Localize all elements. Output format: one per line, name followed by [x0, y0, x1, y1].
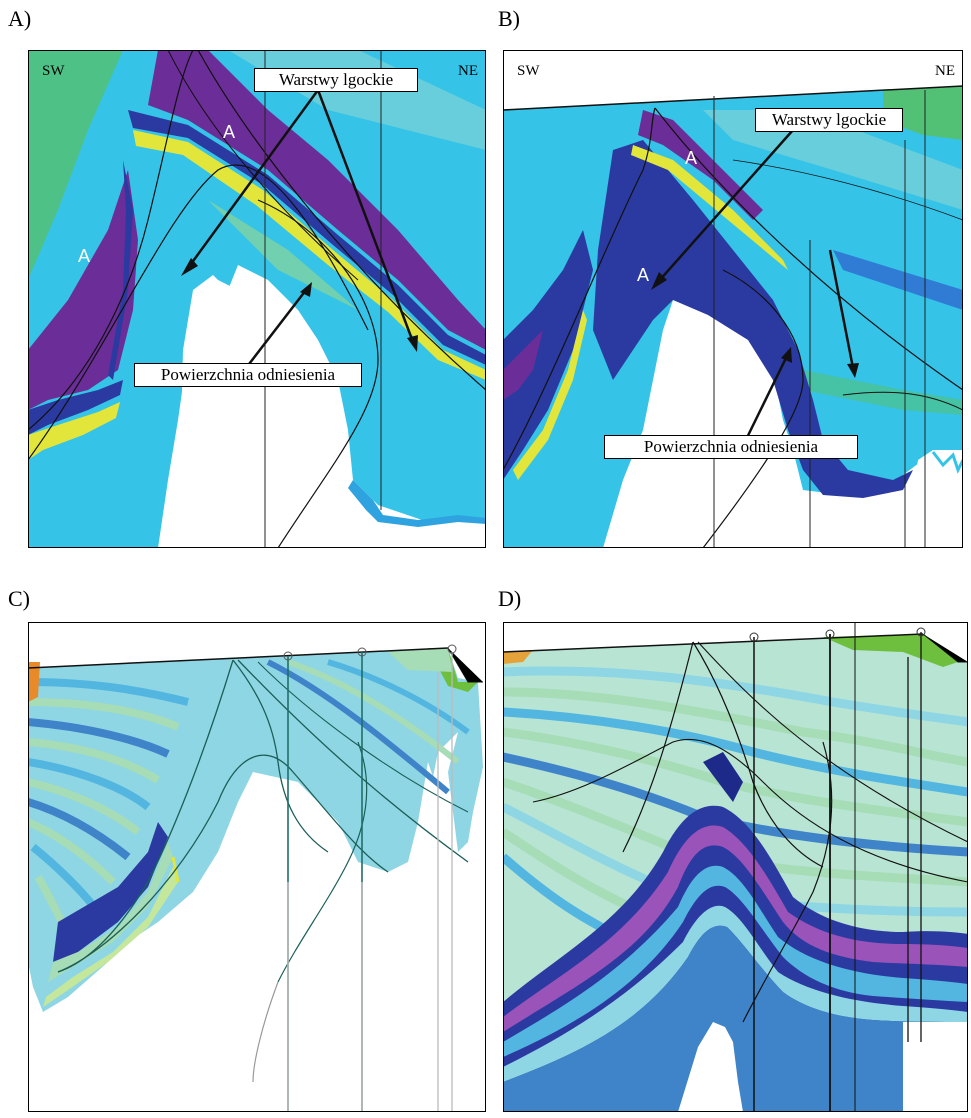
orientation-sw-a: SW: [42, 63, 65, 79]
marker-a-lower: A: [637, 265, 650, 285]
panel-label-c: C): [8, 586, 30, 611]
marker-a-lower: A: [78, 246, 91, 266]
marker-a-upper: A: [223, 122, 236, 142]
panel-a: SW NE A A Warstwy lgockie Powierzchnia o…: [28, 50, 486, 548]
callout-powierzchnia-a: Powierzchnia odniesienia: [134, 363, 362, 387]
panel-label-d: D): [498, 586, 522, 611]
panel-b: SW NE A A Warstwy lgockie Powierzchnia o…: [503, 50, 963, 548]
strata-navy-core-b: [593, 140, 913, 498]
strata-purple-left-a: [28, 170, 138, 410]
model-body-c: [28, 648, 483, 1012]
panel-c: [28, 622, 486, 1112]
strata-purple-ridge-b: [638, 110, 763, 220]
orientation-ne-a: NE: [458, 63, 478, 79]
core-void-b: [633, 310, 813, 548]
core-void-a: [178, 265, 378, 548]
cross-section-a: [28, 50, 486, 548]
cross-section-b: [503, 50, 963, 548]
callout-warstwy-lgockie-b: Warstwy lgockie: [755, 108, 903, 132]
callout-powierzchnia-b: Powierzchnia odniesienia: [604, 435, 858, 459]
marker-a-upper: A: [685, 148, 698, 168]
cross-section-d: [503, 622, 968, 1112]
panel-d: [503, 622, 968, 1112]
strata-purple-ridge-a: [148, 50, 486, 350]
strata-green-top-b: [883, 86, 963, 140]
cross-section-c: [28, 622, 486, 1112]
panel-label-b: B): [498, 6, 520, 31]
orientation-sw-b: SW: [517, 63, 540, 79]
core-void-c: [203, 812, 438, 1112]
orientation-ne-b: NE: [935, 63, 955, 79]
strata-green-a: [28, 50, 123, 280]
panel-label-a: A): [8, 6, 32, 31]
callout-warstwy-lgockie-a: Warstwy lgockie: [254, 68, 418, 92]
core-void-d: [678, 1022, 743, 1112]
